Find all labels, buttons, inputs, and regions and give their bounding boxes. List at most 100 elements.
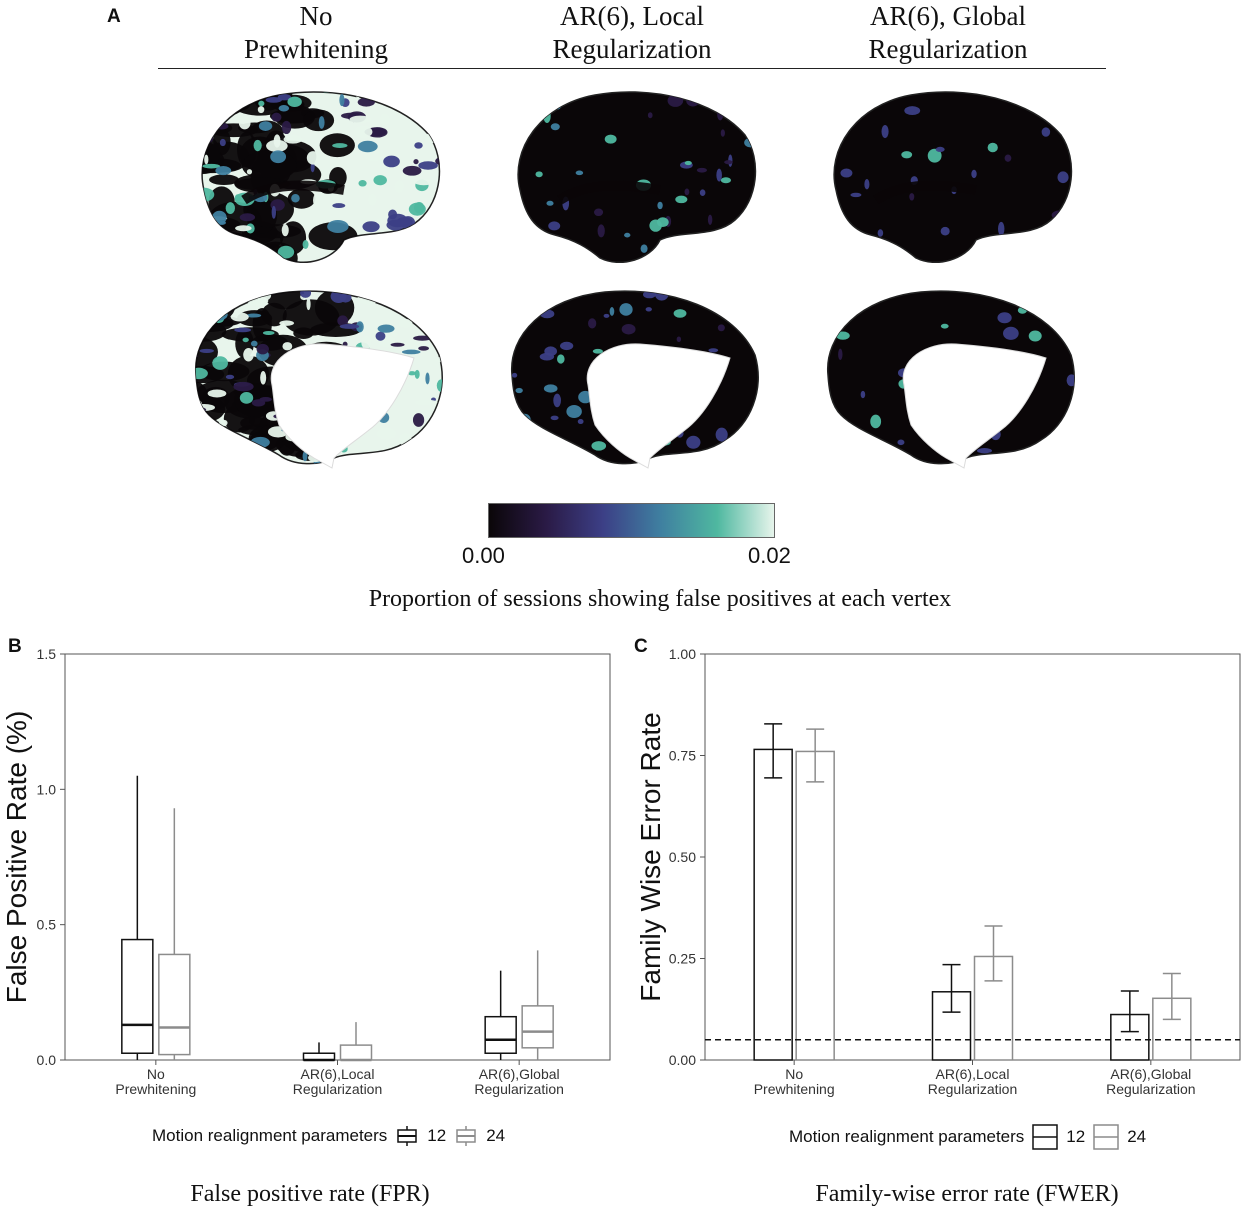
brain-patch [827, 396, 832, 407]
brain-patch [997, 312, 1012, 324]
brain-patch [252, 258, 270, 263]
brain-patch [412, 105, 417, 118]
x-tick-label: Regularization [293, 1081, 383, 1097]
brain-patch [363, 259, 379, 263]
brain-patch [287, 188, 316, 209]
brain-patch [316, 263, 320, 270]
brain-patch [408, 202, 426, 216]
brain-patch [597, 224, 605, 238]
brain-patch [266, 139, 288, 152]
brain-patch [711, 98, 720, 104]
box-body [521, 1005, 554, 1049]
brain-patch [540, 91, 556, 93]
fpr-boxplot: 0.0 0.5 1.0 1.5 False Positive Rate (%) NoPre… [1, 646, 611, 1097]
brain-patch [591, 441, 607, 451]
brain-patch [413, 159, 419, 165]
colorbar-max-label: 0.02 [748, 543, 791, 568]
brain-patch [195, 336, 218, 367]
brain-patch [239, 391, 254, 404]
brain-patch [420, 91, 440, 94]
x-tick-label: AR(6),Global [479, 1066, 560, 1082]
brain-patch [1023, 91, 1037, 94]
brain-patch [621, 324, 636, 335]
brain-patch [199, 464, 203, 470]
brain-patch [428, 228, 440, 235]
brain-patch [901, 151, 913, 159]
brain-patch [747, 320, 759, 335]
brain-patch [195, 431, 217, 463]
brain-patch [543, 384, 558, 393]
brain-patch [348, 291, 355, 292]
brain-patch [225, 374, 235, 380]
colorbar-min-label: 0.00 [462, 543, 505, 568]
brain-sulcus [873, 180, 977, 205]
brain-patch [433, 80, 445, 86]
brain-patch [428, 230, 440, 235]
brain-patch [219, 258, 226, 263]
brain-patch [501, 120, 516, 124]
plot-area [64, 653, 611, 1061]
brain-patch [434, 356, 443, 363]
brain-patch [255, 257, 271, 263]
brain-patch [318, 116, 325, 129]
brain-patch [195, 436, 223, 464]
brain-patch [592, 348, 603, 354]
brain-patch [302, 240, 309, 249]
brain-patch [544, 346, 558, 357]
brain-patch [296, 80, 315, 90]
brain-medial-ar6-local [511, 290, 759, 469]
brain-patch [742, 220, 752, 230]
brain-patch [199, 348, 214, 354]
brain-patch [418, 459, 436, 464]
brain-patch [696, 167, 707, 173]
brain-patch [974, 250, 981, 261]
brain-patch [436, 379, 443, 392]
brain-patch [208, 80, 215, 89]
brain-patch [357, 97, 375, 107]
brain-patch [418, 161, 438, 170]
brain-patch [215, 165, 232, 176]
brain-patch [252, 447, 268, 458]
brain-patch [208, 81, 226, 85]
brain-patch [218, 233, 261, 255]
brain-patch [408, 230, 420, 243]
brain-patch [427, 105, 438, 112]
legend-item-12: 12 [1066, 1127, 1086, 1146]
brain-patch [427, 94, 439, 100]
brain-patch [699, 189, 706, 197]
y-tick-label: 0.5 [37, 917, 57, 933]
brain-patch [423, 107, 431, 117]
brain-patch [337, 315, 349, 327]
brain-patch [209, 174, 239, 186]
brain-patch [252, 460, 260, 464]
brain-patch [349, 115, 372, 124]
brain-patch [206, 308, 225, 318]
brain-patch [609, 307, 615, 316]
brain-patch [256, 343, 269, 355]
brain-patch [308, 80, 322, 91]
brain-patch [327, 220, 349, 233]
brain-patch [536, 447, 542, 459]
brain-patch [202, 124, 206, 134]
brain-patch [399, 339, 421, 353]
colorbar-rect [488, 503, 775, 538]
brain-patch [306, 298, 311, 311]
brain-patch [634, 262, 642, 263]
brain-patch [560, 341, 574, 351]
brain-patch [707, 214, 713, 225]
brain-patch [234, 194, 241, 202]
brain-patch [971, 169, 977, 179]
brain-patch [724, 453, 731, 464]
brain-patch [338, 467, 352, 470]
brain-patch [184, 419, 194, 424]
brain-patch [391, 452, 401, 464]
brain-patch [313, 193, 320, 207]
brain-patch [253, 139, 262, 152]
x-tick-label: AR(6),Global [1110, 1066, 1191, 1082]
brain-patch [356, 251, 363, 258]
brain-patch [224, 104, 232, 112]
brain-patch [717, 324, 725, 332]
brain-patch [940, 226, 950, 236]
brain-patch [1028, 330, 1042, 342]
brain-patch [544, 444, 556, 452]
